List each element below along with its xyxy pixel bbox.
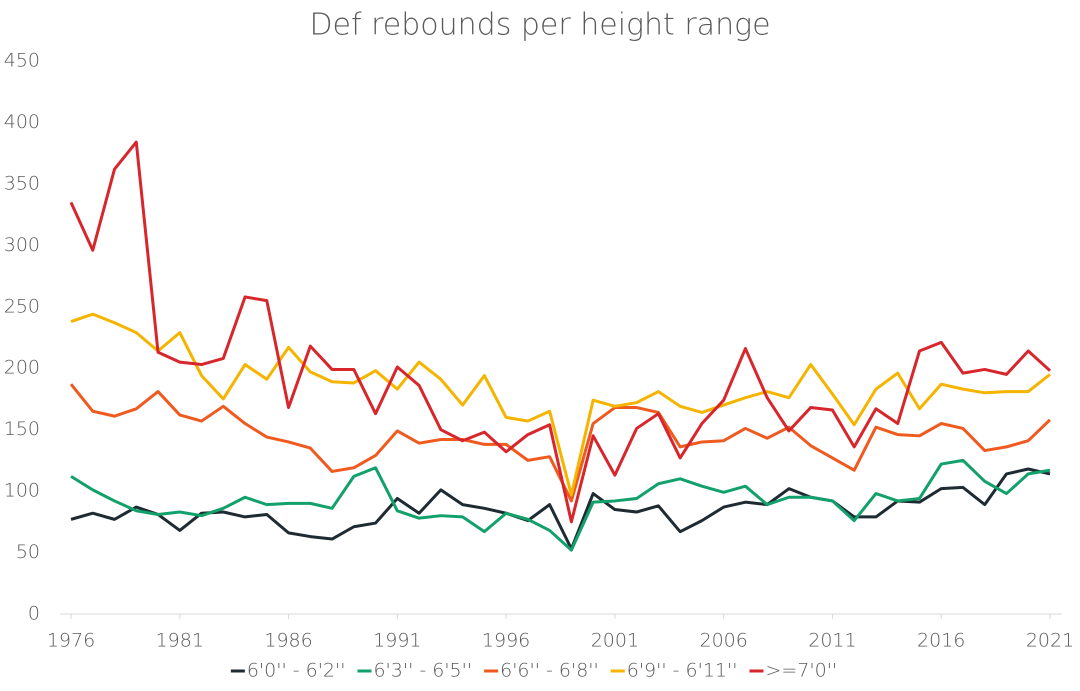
x-tick-label: 1996	[482, 630, 530, 652]
x-tick-label: 2011	[808, 630, 856, 652]
y-tick-label: 250	[4, 295, 40, 317]
x-tick-label: 2001	[591, 630, 639, 652]
x-tick-label: 1976	[47, 630, 95, 652]
chart-title: Def rebounds per height range	[309, 8, 770, 43]
line-series	[69, 140, 1052, 524]
x-tick-label: 2016	[917, 630, 965, 652]
y-tick-label: 300	[4, 234, 40, 256]
y-tick-label: 100	[4, 480, 40, 502]
legend-label: 6'9'' - 6'11''	[627, 660, 738, 682]
legend-label: 6'0'' - 6'2''	[247, 660, 346, 682]
y-tick-label: 0	[28, 603, 40, 625]
legend-label: >=7'0''	[765, 660, 837, 682]
y-tick-label: 200	[4, 357, 40, 379]
line-series	[70, 458, 1051, 552]
y-tick-label: 450	[4, 50, 40, 72]
line-series	[70, 312, 1051, 497]
line-series	[70, 467, 1051, 551]
x-tick-label: 2006	[699, 630, 747, 652]
y-tick-label: 50	[16, 541, 40, 563]
x-tick-label: 1986	[264, 630, 312, 652]
legend-label: 6'3'' - 6'5''	[373, 660, 472, 682]
x-tick-label: 2021	[1026, 630, 1074, 652]
x-tick-label: 1991	[373, 630, 421, 652]
y-tick-label: 400	[4, 111, 40, 133]
y-tick-label: 150	[4, 418, 40, 440]
x-tick-label: 1981	[156, 630, 204, 652]
y-tick-label: 350	[4, 172, 40, 194]
legend-label: 6'6'' - 6'8''	[500, 660, 599, 682]
